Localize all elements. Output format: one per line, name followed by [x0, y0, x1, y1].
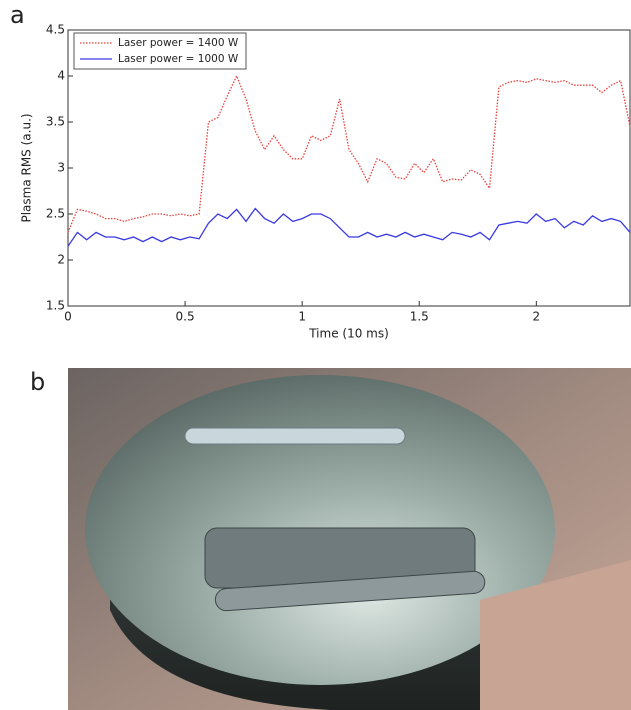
x-tick-label: 0.5: [176, 310, 195, 324]
y-axis-label: Plasma RMS (a.u.): [20, 113, 34, 222]
series-line: [67, 74, 631, 233]
y-tick-label: 4: [57, 69, 65, 83]
deposit-edge: [214, 570, 486, 612]
y-tick-label: 4.5: [46, 23, 65, 37]
y-tick-label: 3: [57, 161, 65, 175]
track: [184, 427, 406, 445]
y-tick-label: 2: [57, 253, 65, 267]
series-line: [67, 207, 631, 247]
photo: [68, 368, 631, 710]
x-tick-label: 2: [533, 310, 541, 324]
y-tick-label: 2.5: [46, 207, 65, 221]
legend-label: Laser power = 1000 W: [118, 53, 239, 65]
plot-frame: [67, 29, 631, 307]
panel-label: b: [30, 368, 45, 396]
x-tick-label: 0: [64, 310, 72, 324]
x-tick-label: 1.5: [410, 310, 429, 324]
x-axis-label: Time (10 ms): [308, 327, 389, 341]
y-tick-label: 3.5: [46, 115, 65, 129]
legend-box: [73, 32, 247, 70]
x-tick-label: 1: [298, 310, 306, 324]
plate: [480, 560, 631, 710]
legend-label: Laser power = 1400 W: [118, 37, 239, 49]
panel-label: a: [10, 1, 25, 29]
y-tick-label: 1.5: [46, 299, 65, 313]
